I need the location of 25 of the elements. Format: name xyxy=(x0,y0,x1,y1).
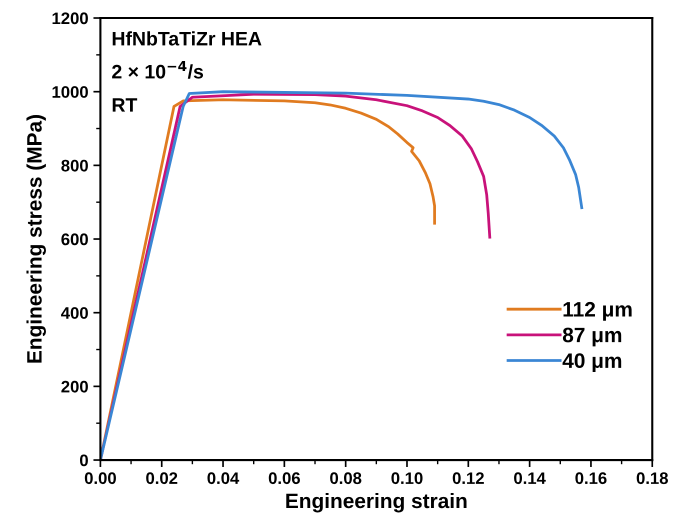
x-tick-label: 0.06 xyxy=(268,472,300,484)
x-tick-label: 0.12 xyxy=(452,472,484,484)
y-tick-label: 600 xyxy=(61,233,88,246)
x-tick-label: 0.14 xyxy=(514,472,546,484)
x-tick-label: 0.00 xyxy=(84,472,116,484)
y-tick-label: 200 xyxy=(61,380,88,393)
annotation: 2 × 10$^{−4}$/s xyxy=(112,61,204,79)
x-tick-label: 0.08 xyxy=(330,472,362,484)
x-axis-title: Engineering strain xyxy=(286,492,466,512)
x-tick-label: 0.02 xyxy=(146,472,178,484)
x-tick-label: 0.18 xyxy=(636,472,668,484)
annotation: HfNbTaTiZr HEA xyxy=(112,31,262,46)
y-tick-label: 1200 xyxy=(52,12,88,24)
y-axis-title: Engineering stress (MPa) xyxy=(26,115,46,363)
y-tick-label: 800 xyxy=(61,160,88,172)
legend-label: 112 μm xyxy=(564,302,632,321)
y-tick-label: 0 xyxy=(80,454,88,466)
x-tick-label: 0.16 xyxy=(575,472,607,484)
x-tick-label: 0.04 xyxy=(207,472,240,484)
annotation: RT xyxy=(112,98,138,112)
legend-label: 87 μm xyxy=(562,328,622,346)
y-tick-label: 400 xyxy=(61,307,88,319)
x-tick-label: 0.10 xyxy=(391,472,423,484)
y-tick-label: 1000 xyxy=(52,86,88,98)
legend-label: 40 μm xyxy=(562,353,622,372)
